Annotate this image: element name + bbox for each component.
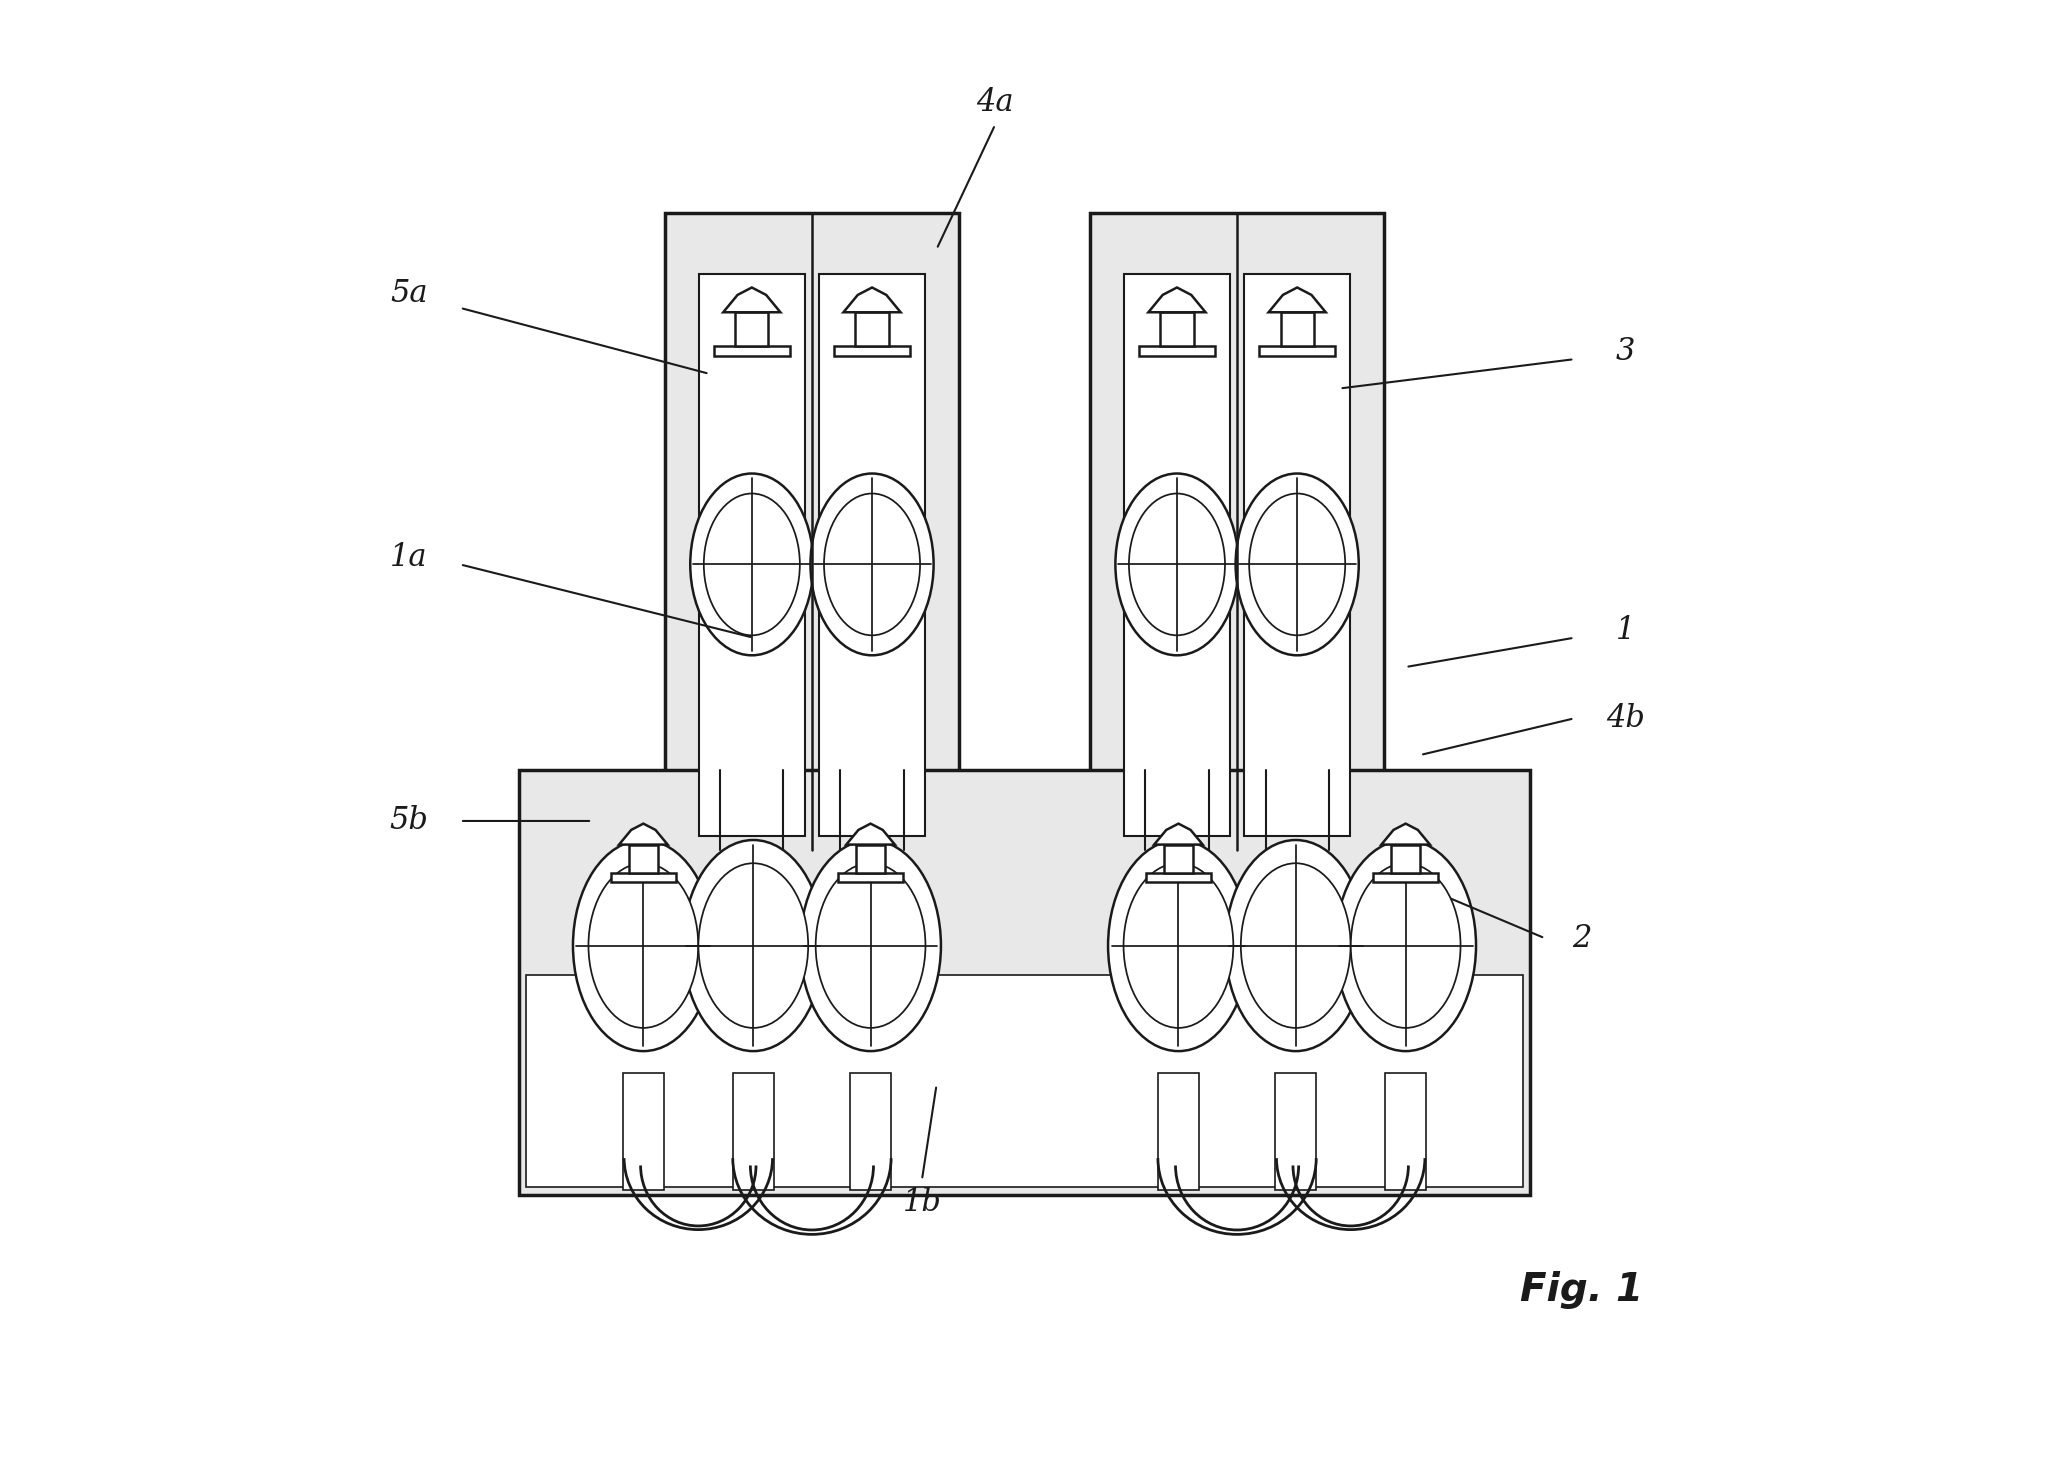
- Polygon shape: [723, 287, 781, 312]
- Bar: [1385, 1073, 1426, 1190]
- Polygon shape: [846, 824, 895, 844]
- Text: 3: 3: [1617, 336, 1635, 368]
- Polygon shape: [1381, 824, 1430, 844]
- Bar: [611, 874, 676, 883]
- Polygon shape: [619, 824, 668, 844]
- Bar: [699, 274, 805, 836]
- Bar: [629, 844, 658, 874]
- Bar: [1244, 274, 1350, 836]
- Bar: [666, 213, 959, 850]
- Bar: [1373, 874, 1438, 883]
- Ellipse shape: [703, 494, 799, 635]
- Ellipse shape: [1336, 840, 1475, 1051]
- Ellipse shape: [811, 474, 934, 655]
- Text: 1b: 1b: [902, 1186, 940, 1218]
- Text: Fig. 1: Fig. 1: [1520, 1271, 1643, 1309]
- Text: 4a: 4a: [977, 86, 1014, 119]
- Ellipse shape: [1129, 494, 1225, 635]
- Ellipse shape: [1350, 863, 1461, 1028]
- Bar: [820, 274, 924, 836]
- Ellipse shape: [682, 840, 824, 1051]
- Ellipse shape: [816, 863, 926, 1028]
- Ellipse shape: [699, 863, 807, 1028]
- Text: 1a: 1a: [389, 541, 428, 573]
- Ellipse shape: [691, 474, 813, 655]
- Ellipse shape: [1115, 474, 1238, 655]
- Bar: [713, 346, 791, 356]
- Bar: [854, 312, 889, 346]
- Bar: [856, 844, 885, 874]
- Bar: [1090, 213, 1383, 850]
- Bar: [1125, 274, 1229, 836]
- Bar: [1158, 1073, 1199, 1190]
- Ellipse shape: [801, 840, 940, 1051]
- Text: 5b: 5b: [389, 805, 428, 837]
- Bar: [850, 1073, 891, 1190]
- Text: 2: 2: [1572, 922, 1592, 954]
- Bar: [1164, 844, 1193, 874]
- Ellipse shape: [824, 494, 920, 635]
- Bar: [838, 874, 904, 883]
- Bar: [736, 312, 768, 346]
- Polygon shape: [1268, 287, 1326, 312]
- Bar: [1160, 312, 1195, 346]
- Ellipse shape: [1236, 474, 1358, 655]
- Bar: [527, 975, 1522, 1187]
- Text: 4b: 4b: [1606, 702, 1645, 734]
- Bar: [518, 770, 1531, 1195]
- Bar: [1274, 1073, 1315, 1190]
- Bar: [1281, 312, 1313, 346]
- Bar: [1145, 874, 1211, 883]
- Polygon shape: [1147, 287, 1205, 312]
- Ellipse shape: [1109, 840, 1248, 1051]
- Ellipse shape: [588, 863, 699, 1028]
- Ellipse shape: [1242, 863, 1350, 1028]
- Bar: [834, 346, 910, 356]
- Bar: [734, 1073, 775, 1190]
- Ellipse shape: [1250, 494, 1346, 635]
- Bar: [1139, 346, 1215, 356]
- Ellipse shape: [1123, 863, 1233, 1028]
- Bar: [1258, 346, 1336, 356]
- Bar: [623, 1073, 664, 1190]
- Ellipse shape: [574, 840, 713, 1051]
- Ellipse shape: [1225, 840, 1367, 1051]
- Polygon shape: [844, 287, 902, 312]
- Text: 5a: 5a: [389, 277, 428, 309]
- Text: 1: 1: [1617, 614, 1635, 647]
- Polygon shape: [1154, 824, 1203, 844]
- Bar: [1391, 844, 1420, 874]
